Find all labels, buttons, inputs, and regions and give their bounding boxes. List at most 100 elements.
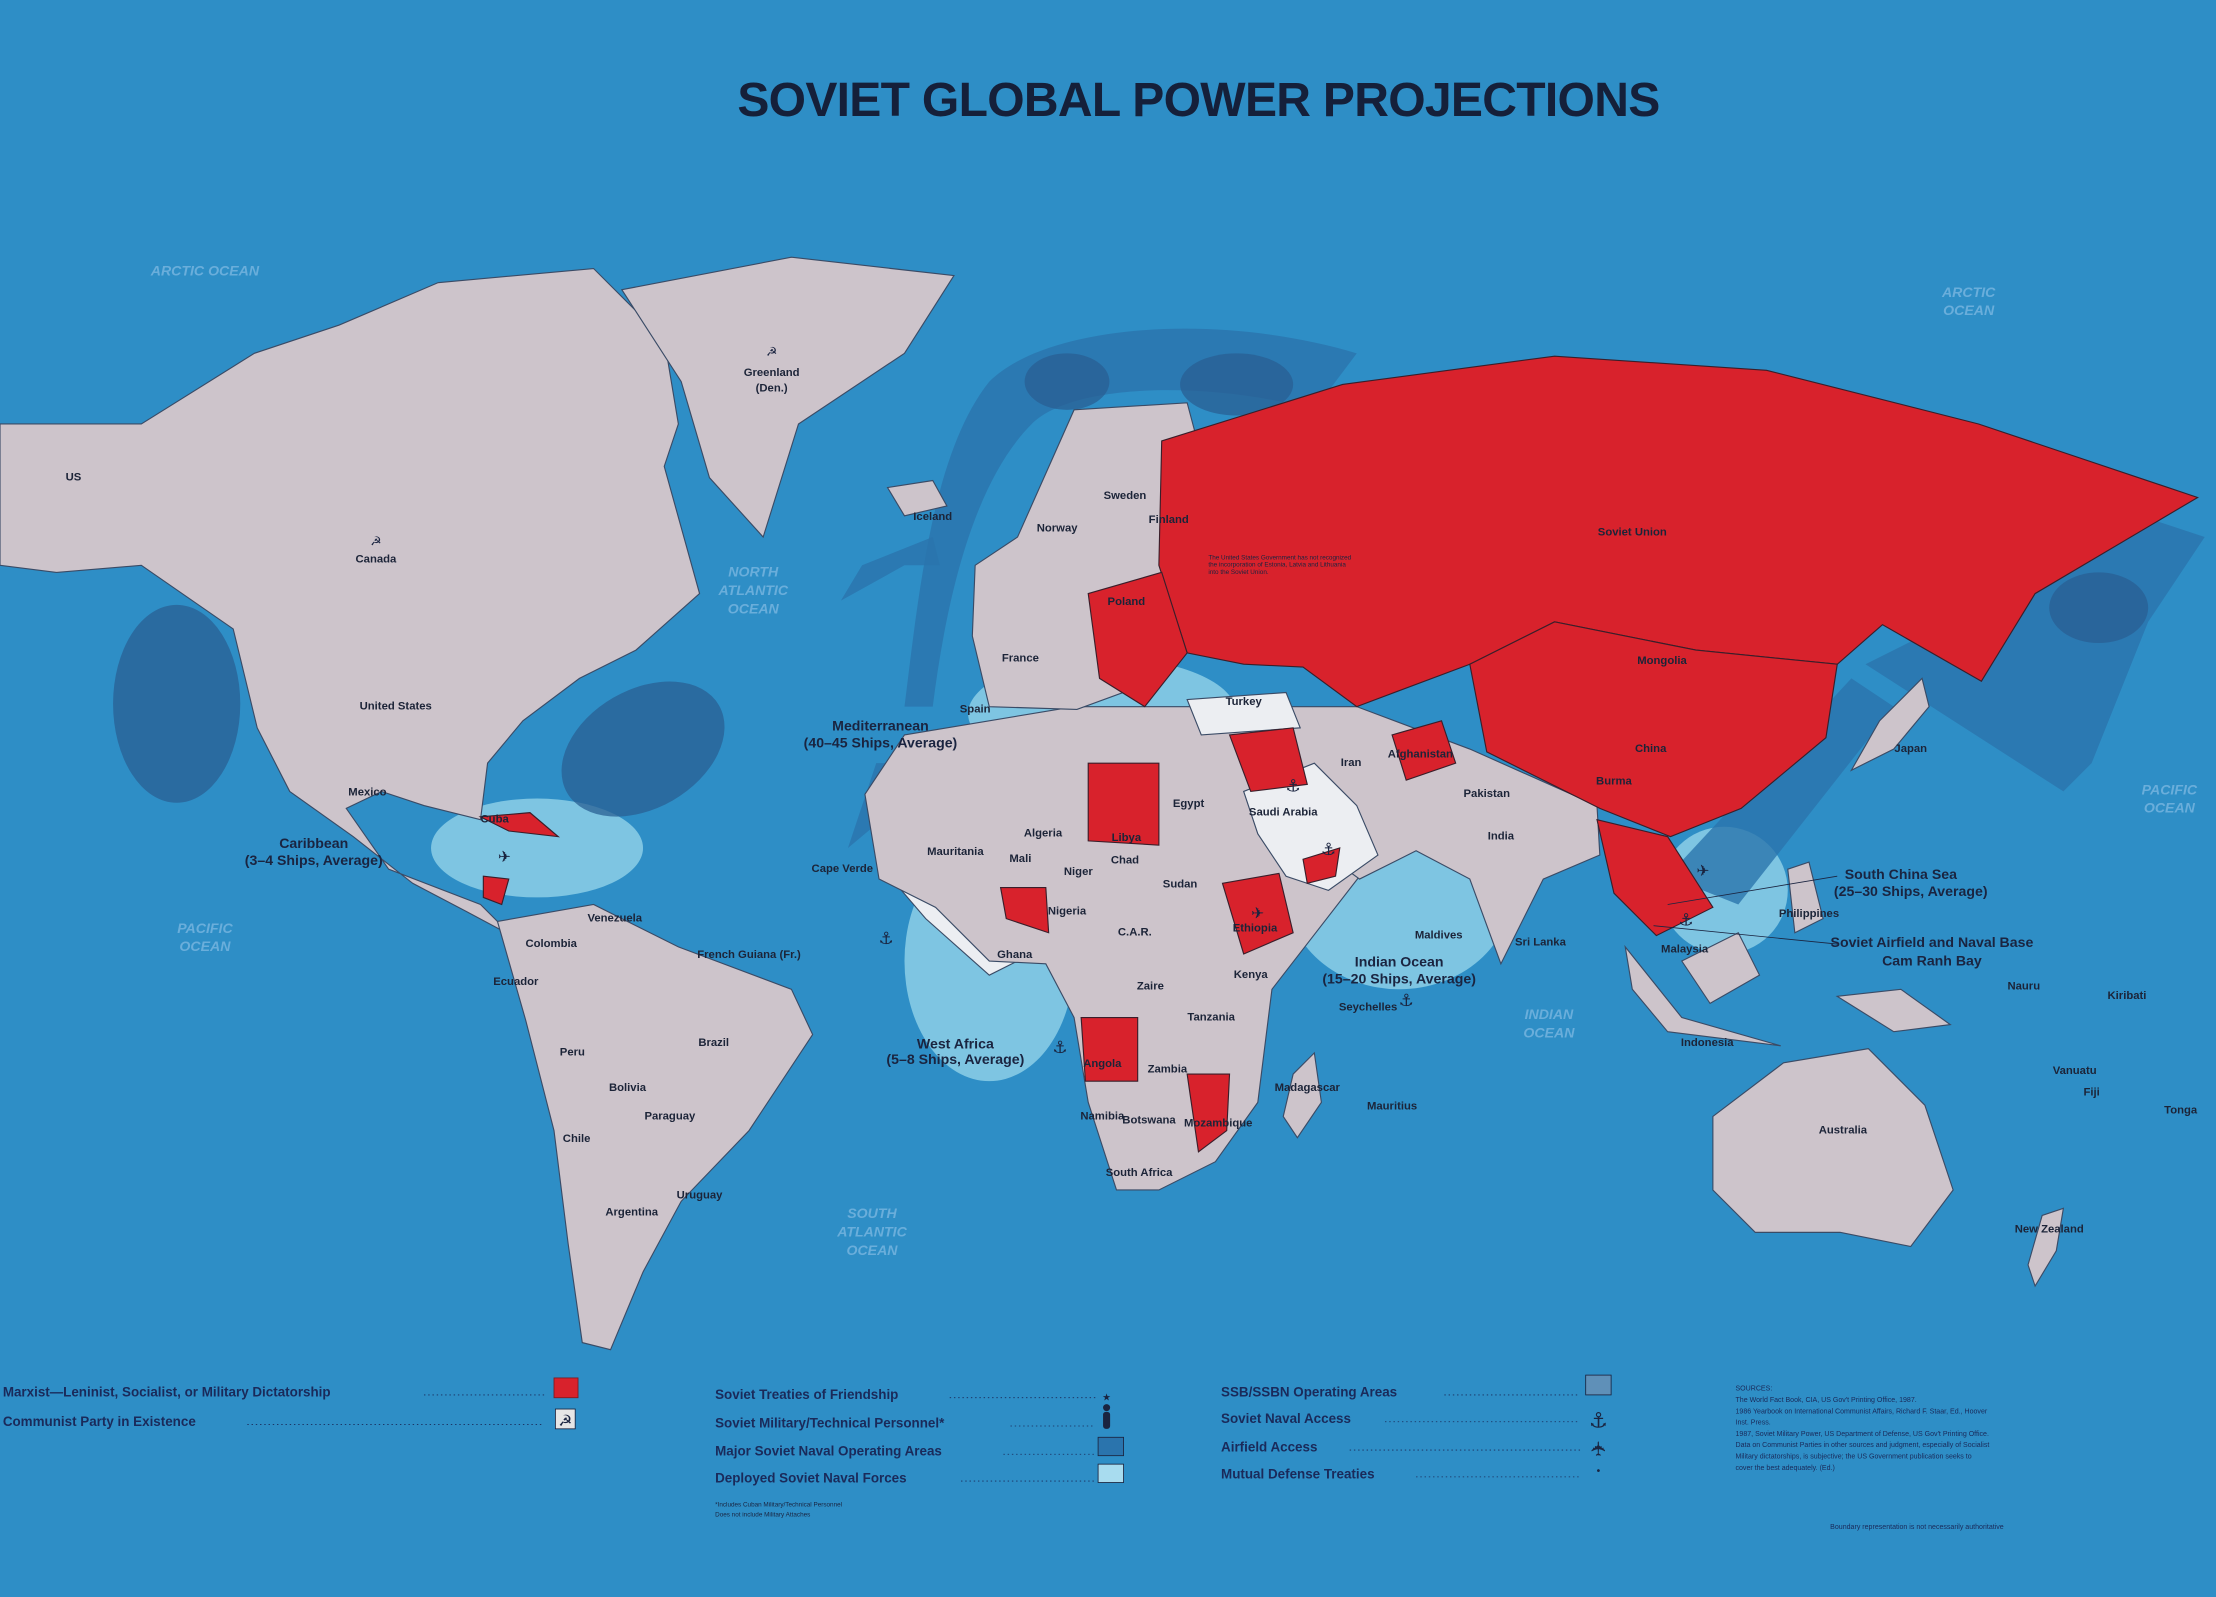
- ocean-label: INDIAN: [1525, 1006, 1574, 1022]
- anchor-icon: ⚓: [1589, 1407, 1608, 1432]
- naval-area-label: South China Sea: [1845, 866, 1957, 882]
- country-label: Libya: [1112, 832, 1142, 844]
- libya: [1087, 762, 1160, 846]
- ocean-label: ATLANTIC: [717, 582, 788, 598]
- ocean-label: ARCTIC: [1941, 284, 1996, 300]
- country-label: Mauritius: [1367, 1100, 1417, 1112]
- legend-label: Deployed Soviet Naval Forces: [715, 1471, 906, 1486]
- country-label: Spain: [960, 703, 991, 715]
- china-mongolia: [1469, 621, 1838, 838]
- country-label: Pakistan: [1464, 788, 1511, 800]
- sources-line: cover the best adequately. (Ed.): [1735, 1465, 1834, 1472]
- iceland: [886, 479, 948, 517]
- gray-blue-swatch: [1585, 1374, 1612, 1396]
- hammer-sickle-icon: ☭: [558, 1412, 572, 1430]
- leader-line: [1667, 875, 1838, 905]
- anchor-icon: ⚓: [1321, 839, 1336, 859]
- country-label: Mozambique: [1184, 1117, 1252, 1129]
- leader-line: [1653, 925, 1838, 945]
- ocean-label: OCEAN: [1943, 302, 1995, 318]
- country-label: Mongolia: [1637, 655, 1687, 667]
- country-label: Soviet Union: [1598, 527, 1667, 539]
- country-label: Mauritania: [927, 846, 984, 858]
- sources-line: The World Fact Book, CIA, US Gov't Print…: [1735, 1397, 1916, 1404]
- ocean-labels: ARCTIC OCEAN ARCTIC OCEAN NORTH ATLANTIC…: [150, 263, 2198, 1258]
- anchor-icon: ⚓: [1678, 910, 1693, 930]
- legend: Marxist—Leninist, Socialist, or Military…: [3, 1374, 1612, 1518]
- country-label: Fiji: [2083, 1086, 2099, 1098]
- australia: [1712, 1048, 1954, 1248]
- sources-line: Data on Communist Parties in other sourc…: [1735, 1442, 1989, 1449]
- nicaragua: [482, 875, 510, 906]
- map-title: SOVIET GLOBAL POWER PROJECTIONS: [737, 74, 1659, 127]
- anchor-icon: ⚓: [879, 928, 894, 948]
- sources-heading: SOURCES:: [1735, 1386, 1772, 1393]
- country-label: Ecuador: [493, 976, 539, 988]
- red-fill-swatch: [553, 1377, 579, 1399]
- communist-party-swatch: [554, 1408, 576, 1430]
- baltic-note: the incorporation of Estonia, Latvia and…: [1208, 562, 1346, 569]
- legend-label: Mutual Defense Treaties: [1221, 1466, 1374, 1481]
- indochina: [1596, 818, 1714, 937]
- ssbn-area-barents-sea: [1180, 353, 1294, 416]
- country-label: Iran: [1341, 757, 1362, 769]
- ocean-label: OCEAN: [179, 938, 231, 954]
- naval-area-label: (40–45 Ships, Average): [804, 735, 958, 751]
- country-label: New Zealand: [2015, 1223, 2084, 1235]
- naval-area-label: (25–30 Ships, Average): [1834, 883, 1988, 899]
- anchor-icon: ⚓: [1286, 775, 1301, 795]
- country-label: Tanzania: [1187, 1011, 1235, 1023]
- ocean-label: PACIFIC: [177, 920, 233, 936]
- hammer-sickle-icon: ☭: [766, 344, 777, 359]
- anchor-icon: ⚓: [1399, 990, 1414, 1010]
- airplane-icon: ✈: [1696, 862, 1709, 880]
- new-zealand: [2027, 1207, 2065, 1288]
- country-label: Argentina: [605, 1206, 658, 1218]
- country-label: Sweden: [1104, 490, 1147, 502]
- legend-label: Marxist—Leninist, Socialist, or Military…: [3, 1384, 331, 1399]
- legend-label: Communist Party in Existence: [3, 1414, 196, 1429]
- sources: SOURCES: The World Fact Book, CIA, US Go…: [1735, 1386, 2003, 1532]
- country-label: South Africa: [1106, 1167, 1173, 1179]
- benin-guinea: [999, 886, 1050, 934]
- country-label: Mexico: [348, 787, 386, 799]
- afghanistan: [1391, 720, 1457, 781]
- legend-label: Soviet Military/Technical Personnel*: [715, 1415, 945, 1430]
- country-label: Malaysia: [1661, 944, 1709, 956]
- country-label: Japan: [1894, 743, 1927, 755]
- dark-blue-swatch: [1097, 1436, 1124, 1457]
- country-label: Indonesia: [1681, 1037, 1734, 1049]
- country-label: Madagascar: [1275, 1082, 1341, 1094]
- country-label: Botswana: [1122, 1115, 1176, 1127]
- country-label: China: [1635, 743, 1667, 755]
- greenland: [620, 256, 955, 539]
- sumatra-java: [1624, 944, 1781, 1047]
- country-label: Mali: [1009, 853, 1031, 865]
- country-label: Venezuela: [587, 912, 642, 924]
- landmasses: [0, 256, 2199, 1351]
- country-label: Poland: [1108, 596, 1146, 608]
- naval-area-label: (15–20 Ships, Average): [1322, 971, 1476, 987]
- ocean-label: OCEAN: [1523, 1024, 1575, 1040]
- naval-area-label: (3–4 Ships, Average): [245, 852, 383, 868]
- caribbean-area: [431, 798, 644, 898]
- country-label: Philippines: [1779, 908, 1839, 920]
- legend-label: SSB/SSBN Operating Areas: [1221, 1384, 1397, 1399]
- country-label: United States: [360, 700, 432, 712]
- ethiopia: [1221, 872, 1294, 955]
- country-label: Brazil: [698, 1037, 729, 1049]
- country-label: Greenland: [744, 367, 800, 379]
- country-label: Egypt: [1173, 798, 1205, 810]
- country-label: Algeria: [1024, 828, 1063, 840]
- japan: [1849, 677, 1930, 772]
- country-label: C.A.R.: [1118, 927, 1152, 939]
- dot-icon: •: [1595, 1466, 1601, 1477]
- new-guinea: [1835, 988, 1952, 1033]
- country-label: Iceland: [913, 511, 952, 523]
- south-yemen: [1302, 847, 1341, 884]
- legend-label: Airfield Access: [1221, 1439, 1317, 1454]
- mozambique: [1186, 1073, 1231, 1153]
- north-america: [0, 267, 701, 937]
- turkey: [1186, 691, 1302, 736]
